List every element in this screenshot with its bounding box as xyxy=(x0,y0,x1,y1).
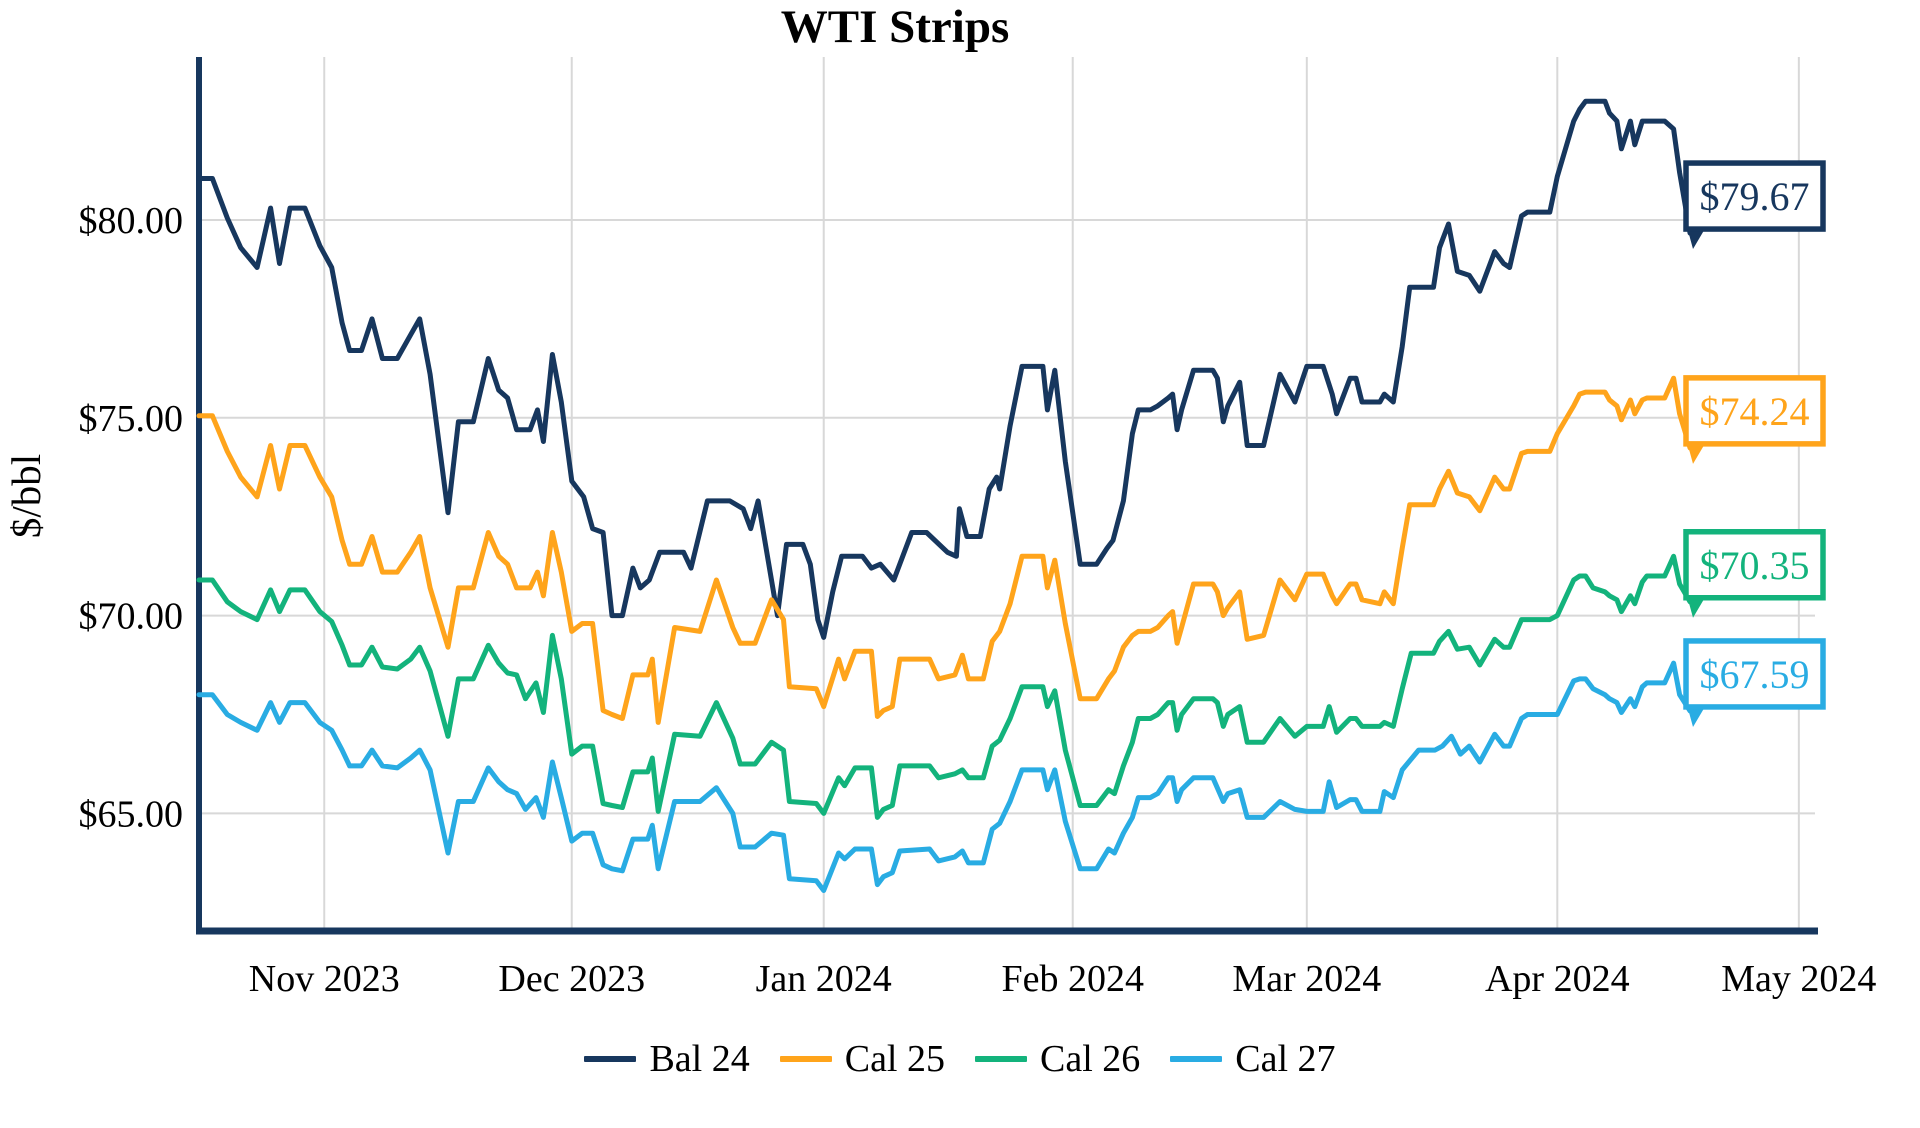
y-axis-label: $/bbl xyxy=(3,453,49,539)
x-tick-label: Feb 2024 xyxy=(1001,958,1144,1000)
end-label-box-bal-24 xyxy=(1683,160,1826,232)
y-tick-label: $70.00 xyxy=(79,596,184,638)
x-tick-label: Apr 2024 xyxy=(1485,958,1630,1000)
end-label-cal-27: $67.59 xyxy=(1700,652,1810,697)
end-label-box-cal-27 xyxy=(1683,638,1826,710)
end-label-bal-24: $79.67 xyxy=(1700,174,1810,219)
end-label-box-cal-26 xyxy=(1683,529,1826,601)
legend-swatch-icon xyxy=(584,1056,637,1062)
legend-label: Cal 25 xyxy=(844,1038,945,1080)
legend-item-bal-24: Bal 24 xyxy=(584,1038,750,1080)
y-tick-label: $80.00 xyxy=(79,200,184,242)
legend-label: Cal 26 xyxy=(1040,1038,1141,1080)
legend-swatch-icon xyxy=(975,1056,1027,1062)
x-tick-label: May 2024 xyxy=(1721,958,1876,1000)
x-tick-label: Nov 2023 xyxy=(249,958,400,1000)
x-tick-label: Mar 2024 xyxy=(1232,958,1381,1000)
end-label-box-cal-25 xyxy=(1683,375,1826,447)
y-tick-label: $65.00 xyxy=(79,793,184,835)
series-line-cal-26 xyxy=(196,553,1693,820)
legend-swatch-icon xyxy=(779,1056,832,1062)
legend-item-cal-27: Cal 27 xyxy=(1170,1038,1336,1080)
legend-label: Bal 24 xyxy=(649,1038,750,1080)
series-line-cal-25 xyxy=(196,375,1693,725)
chart-title: WTI Strips xyxy=(780,1,1010,53)
end-label-cal-25: $74.24 xyxy=(1700,389,1810,434)
x-tick-label: Jan 2024 xyxy=(756,958,892,1000)
legend-swatch-icon xyxy=(1170,1056,1223,1062)
legend-item-cal-26: Cal 26 xyxy=(975,1040,1140,1078)
legend-item-cal-25: Cal 25 xyxy=(779,1038,945,1080)
end-label-tail-cal-25 xyxy=(1687,441,1706,464)
end-label-cal-26: $70.35 xyxy=(1700,543,1810,588)
x-tick-label: Dec 2023 xyxy=(498,958,645,1000)
y-tick-label: $75.00 xyxy=(79,398,184,440)
legend: Bal 24 Cal 25 Cal 26 Cal 27 xyxy=(0,1040,1920,1078)
legend-label: Cal 27 xyxy=(1235,1038,1336,1080)
end-label-tail-cal-26 xyxy=(1687,595,1706,618)
end-label-tail-bal-24 xyxy=(1687,227,1706,250)
series-line-bal-24 xyxy=(196,98,1693,640)
series-line-cal-27 xyxy=(196,660,1693,893)
end-label-tail-cal-27 xyxy=(1687,704,1706,727)
